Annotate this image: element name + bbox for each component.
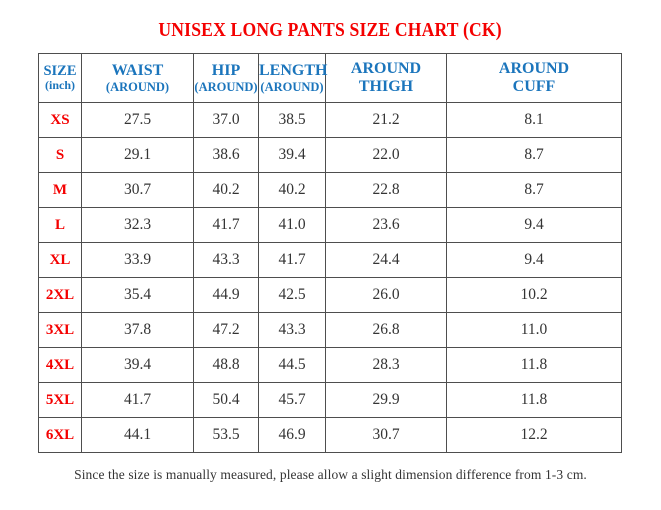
page-title-text: UNISEX LONG PANTS SIZE CHART (CK) xyxy=(158,19,503,41)
column-header-label: SIZE xyxy=(43,62,77,79)
value-cell: 22.8 xyxy=(325,172,447,208)
value-cell: 11.8 xyxy=(446,347,622,383)
value-cell: 50.4 xyxy=(193,382,259,418)
column-header-around-thigh: AROUND THIGH xyxy=(325,53,447,103)
column-header-label: AROUND xyxy=(350,59,422,77)
table-row: XS 27.5 37.0 38.5 21.2 8.1 xyxy=(38,102,622,138)
value-cell: 45.7 xyxy=(258,382,326,418)
column-header-hip: HIP (AROUND) xyxy=(193,53,259,103)
value-cell: 41.7 xyxy=(258,242,326,278)
value-cell: 39.4 xyxy=(81,347,194,383)
value-cell: 28.3 xyxy=(325,347,447,383)
column-header-length: LENGTH (AROUND) xyxy=(258,53,328,103)
size-label: 5XL xyxy=(38,382,82,418)
value-cell: 41.7 xyxy=(193,207,259,243)
value-cell: 48.8 xyxy=(193,347,259,383)
value-cell: 29.1 xyxy=(81,137,194,173)
value-cell: 44.1 xyxy=(81,417,194,453)
value-cell: 53.5 xyxy=(193,417,259,453)
column-header-label: AROUND xyxy=(498,59,570,77)
column-header-sublabel: (AROUND) xyxy=(105,80,170,94)
size-label: M xyxy=(38,172,82,208)
column-header-size: SIZE (inch) xyxy=(38,53,82,103)
size-label: XL xyxy=(38,242,82,278)
value-cell: 26.0 xyxy=(325,277,447,313)
value-cell: 37.8 xyxy=(81,312,194,348)
value-cell: 39.4 xyxy=(258,137,326,173)
value-cell: 24.4 xyxy=(325,242,447,278)
table-row: 5XL 41.7 50.4 45.7 29.9 11.8 xyxy=(38,382,622,418)
column-header-around-cuff: AROUND CUFF xyxy=(446,53,622,103)
value-cell: 43.3 xyxy=(193,242,259,278)
value-cell: 22.0 xyxy=(325,137,447,173)
value-cell: 40.2 xyxy=(258,172,326,208)
size-label: 3XL xyxy=(38,312,82,348)
column-header-label: WAIST xyxy=(111,61,164,79)
value-cell: 27.5 xyxy=(81,102,194,138)
value-cell: 9.4 xyxy=(446,242,622,278)
column-header-sublabel: (AROUND) xyxy=(260,80,324,94)
value-cell: 29.9 xyxy=(325,382,447,418)
size-chart-table: SIZE (inch) WAIST (AROUND) HIP (AROUND) … xyxy=(38,53,622,453)
size-label: XS xyxy=(38,102,82,138)
value-cell: 44.5 xyxy=(258,347,326,383)
size-label: 4XL xyxy=(38,347,82,383)
table-row: M 30.7 40.2 40.2 22.8 8.7 xyxy=(38,172,622,208)
table-row: XL 33.9 43.3 41.7 24.4 9.4 xyxy=(38,242,622,278)
column-header-waist: WAIST (AROUND) xyxy=(81,53,194,103)
column-header-label: LENGTH xyxy=(259,61,328,79)
table-row: L 32.3 41.7 41.0 23.6 9.4 xyxy=(38,207,622,243)
value-cell: 33.9 xyxy=(81,242,194,278)
value-cell: 26.8 xyxy=(325,312,447,348)
header-row: SIZE (inch) WAIST (AROUND) HIP (AROUND) … xyxy=(38,53,622,103)
value-cell: 21.2 xyxy=(325,102,447,138)
value-cell: 8.7 xyxy=(446,137,622,173)
page-title: UNISEX LONG PANTS SIZE CHART (CK) xyxy=(0,0,661,42)
value-cell: 46.9 xyxy=(258,417,326,453)
table-row: S 29.1 38.6 39.4 22.0 8.7 xyxy=(38,137,622,173)
value-cell: 30.7 xyxy=(325,417,447,453)
value-cell: 47.2 xyxy=(193,312,259,348)
value-cell: 11.0 xyxy=(446,312,622,348)
value-cell: 35.4 xyxy=(81,277,194,313)
size-label: S xyxy=(38,137,82,173)
value-cell: 38.5 xyxy=(258,102,326,138)
footer-note: Since the size is manually measured, ple… xyxy=(74,467,587,482)
column-header-sublabel: (AROUND) xyxy=(194,80,258,94)
size-label: 2XL xyxy=(38,277,82,313)
value-cell: 40.2 xyxy=(193,172,259,208)
table-body: XS 27.5 37.0 38.5 21.2 8.1 S 29.1 38.6 39.4 22.0 8.… xyxy=(38,102,622,453)
table-row: 3XL 37.8 47.2 43.3 26.8 11.0 xyxy=(38,312,622,348)
size-label: L xyxy=(38,207,82,243)
column-header-sublabel: THIGH xyxy=(358,78,414,95)
column-header-sublabel: CUFF xyxy=(512,78,556,95)
value-cell: 42.5 xyxy=(258,277,326,313)
table-row: 2XL 35.4 44.9 42.5 26.0 10.2 xyxy=(38,277,622,313)
table-row: 4XL 39.4 48.8 44.5 28.3 11.8 xyxy=(38,347,622,383)
value-cell: 9.4 xyxy=(446,207,622,243)
value-cell: 12.2 xyxy=(446,417,622,453)
value-cell: 30.7 xyxy=(81,172,194,208)
column-header-sublabel: (inch) xyxy=(45,78,75,93)
value-cell: 41.0 xyxy=(258,207,326,243)
value-cell: 37.0 xyxy=(193,102,259,138)
value-cell: 41.7 xyxy=(81,382,194,418)
value-cell: 43.3 xyxy=(258,312,326,348)
value-cell: 10.2 xyxy=(446,277,622,313)
column-header-label: HIP xyxy=(211,61,241,79)
value-cell: 32.3 xyxy=(81,207,194,243)
table-row: 6XL 44.1 53.5 46.9 30.7 12.2 xyxy=(38,417,622,453)
value-cell: 23.6 xyxy=(325,207,447,243)
value-cell: 44.9 xyxy=(193,277,259,313)
value-cell: 8.1 xyxy=(446,102,622,138)
value-cell: 38.6 xyxy=(193,137,259,173)
size-label: 6XL xyxy=(38,417,82,453)
value-cell: 8.7 xyxy=(446,172,622,208)
value-cell: 11.8 xyxy=(446,382,622,418)
